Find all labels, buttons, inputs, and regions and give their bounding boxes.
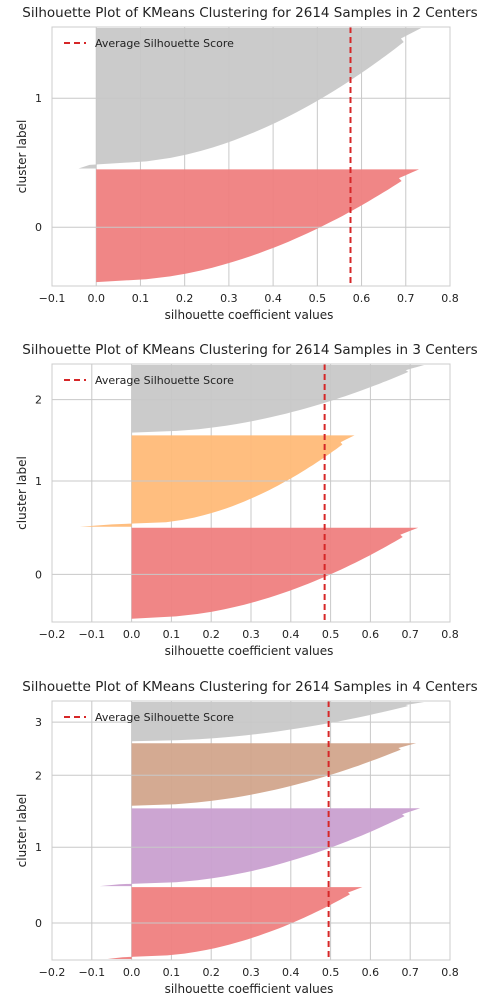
x-tick-label: 0.6 <box>362 628 380 641</box>
x-tick-label: 0.5 <box>309 292 327 305</box>
x-tick-label: 0.4 <box>282 628 300 641</box>
y-axis-label: cluster label <box>15 120 29 194</box>
x-tick-label: 0.2 <box>202 966 220 979</box>
chart-panel-3: Silhouette Plot of KMeans Clustering for… <box>15 679 478 996</box>
x-tick-label: 0.3 <box>242 628 260 641</box>
y-tick-label: 0 <box>35 568 42 581</box>
x-tick-label: 0.8 <box>441 628 459 641</box>
chart-title: Silhouette Plot of KMeans Clustering for… <box>22 5 477 21</box>
x-tick-label: 0.7 <box>401 966 419 979</box>
axes-frame <box>51 26 451 287</box>
y-tick-label: 3 <box>35 716 42 729</box>
y-tick-label: 1 <box>35 475 42 488</box>
x-tick-label: 0.4 <box>264 292 282 305</box>
legend-label: Average Silhouette Score <box>95 37 234 50</box>
axes-frame <box>51 363 451 623</box>
x-tick-label: 0.8 <box>441 966 459 979</box>
x-tick-label: −0.2 <box>39 628 66 641</box>
chart-title: Silhouette Plot of KMeans Clustering for… <box>22 342 477 358</box>
y-tick-label: 1 <box>35 92 42 105</box>
chart-panel-2: Silhouette Plot of KMeans Clustering for… <box>15 342 478 658</box>
chart-panel-1: Silhouette Plot of KMeans Clustering for… <box>15 5 478 322</box>
y-axis-label: cluster label <box>15 456 29 530</box>
y-tick-label: 1 <box>35 841 42 854</box>
legend-label: Average Silhouette Score <box>95 374 234 387</box>
x-tick-label: 0.4 <box>282 966 300 979</box>
x-tick-label: −0.2 <box>39 966 66 979</box>
x-tick-label: −0.1 <box>39 292 66 305</box>
y-tick-label: 2 <box>35 394 42 407</box>
x-tick-label: −0.1 <box>78 966 105 979</box>
x-tick-label: 0.1 <box>132 292 150 305</box>
x-tick-label: 0.1 <box>163 966 181 979</box>
y-tick-label: 0 <box>35 917 42 930</box>
x-tick-label: 0.0 <box>123 966 141 979</box>
axes-frame <box>51 700 451 961</box>
chart-title: Silhouette Plot of KMeans Clustering for… <box>22 679 477 695</box>
y-axis-label: cluster label <box>15 794 29 868</box>
x-axis-label: silhouette coefficient values <box>165 308 334 322</box>
y-tick-label: 2 <box>35 769 42 782</box>
x-tick-label: 0.1 <box>163 628 181 641</box>
x-tick-label: 0.0 <box>87 292 105 305</box>
x-tick-label: 0.7 <box>401 628 419 641</box>
y-tick-label: 0 <box>35 221 42 234</box>
legend-label: Average Silhouette Score <box>95 711 234 724</box>
x-tick-label: 0.8 <box>441 292 459 305</box>
x-axis-label: silhouette coefficient values <box>165 982 334 996</box>
x-tick-label: 0.3 <box>220 292 238 305</box>
x-tick-label: 0.0 <box>123 628 141 641</box>
x-tick-label: 0.6 <box>353 292 371 305</box>
x-tick-label: 0.2 <box>176 292 194 305</box>
x-tick-label: 0.7 <box>397 292 415 305</box>
x-tick-label: −0.1 <box>78 628 105 641</box>
x-tick-label: 0.3 <box>242 966 260 979</box>
x-axis-label: silhouette coefficient values <box>165 644 334 658</box>
x-tick-label: 0.5 <box>322 966 340 979</box>
x-tick-label: 0.6 <box>362 966 380 979</box>
x-tick-label: 0.5 <box>322 628 340 641</box>
x-tick-label: 0.2 <box>202 628 220 641</box>
